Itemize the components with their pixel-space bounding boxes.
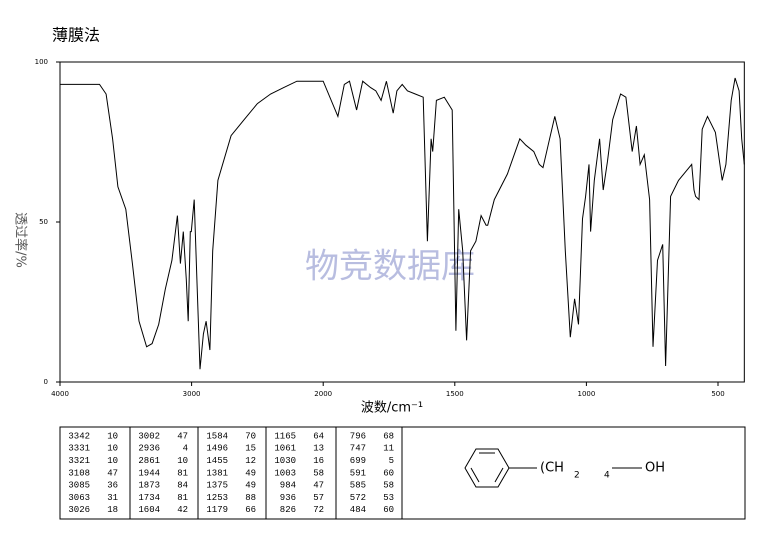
y-tick-label: 50 — [39, 218, 48, 226]
watermark: 物竞数据库 — [305, 247, 475, 287]
peak-transmittance: 49 — [245, 468, 256, 478]
peak-transmittance: 42 — [177, 505, 188, 515]
peak-transmittance: 72 — [313, 505, 324, 515]
peak-wavenumber: 1381 — [206, 468, 228, 478]
peak-wavenumber: 1165 — [274, 431, 296, 441]
peak-wavenumber: 796 — [350, 431, 366, 441]
peak-transmittance: 60 — [383, 468, 394, 478]
peak-wavenumber: 1584 — [206, 431, 228, 441]
peak-transmittance: 66 — [245, 505, 256, 515]
peak-transmittance: 31 — [107, 493, 118, 503]
peak-transmittance: 16 — [313, 456, 324, 466]
peak-transmittance: 18 — [107, 505, 118, 515]
peak-transmittance: 60 — [383, 505, 394, 515]
peak-transmittance: 64 — [313, 431, 324, 441]
peak-transmittance: 58 — [383, 481, 394, 491]
peak-transmittance: 13 — [313, 444, 324, 454]
x-tick-label: 3000 — [183, 390, 201, 398]
peak-wavenumber: 1734 — [138, 493, 160, 503]
peak-wavenumber: 1455 — [206, 456, 228, 466]
peak-transmittance: 10 — [107, 444, 118, 454]
peak-transmittance: 10 — [107, 456, 118, 466]
peak-transmittance: 81 — [177, 468, 188, 478]
x-tick-label: 2000 — [314, 390, 332, 398]
peak-wavenumber: 699 — [350, 456, 366, 466]
peak-wavenumber: 1604 — [138, 505, 160, 515]
peak-wavenumber: 747 — [350, 444, 366, 454]
peak-wavenumber: 1873 — [138, 481, 160, 491]
peak-transmittance: 5 — [389, 456, 394, 466]
y-axis-label: 透过率/% — [13, 212, 29, 268]
peak-wavenumber: 3002 — [138, 431, 160, 441]
benzene-ring — [464, 448, 642, 488]
peak-wavenumber: 2861 — [138, 456, 160, 466]
peak-transmittance: 68 — [383, 431, 394, 441]
peak-wavenumber: 1061 — [274, 444, 296, 454]
peak-transmittance: 10 — [107, 431, 118, 441]
peak-transmittance: 47 — [313, 481, 324, 491]
peak-wavenumber: 3331 — [68, 444, 90, 454]
peak-wavenumber: 1944 — [138, 468, 160, 478]
peak-wavenumber: 936 — [280, 493, 296, 503]
peak-wavenumber: 2936 — [138, 444, 160, 454]
peak-wavenumber: 1003 — [274, 468, 296, 478]
x-axis-label: 波数/cm⁻¹ — [361, 401, 423, 416]
peak-wavenumber: 3342 — [68, 431, 90, 441]
peak-transmittance: 53 — [383, 493, 394, 503]
peak-transmittance: 84 — [177, 481, 188, 491]
peak-wavenumber: 1496 — [206, 444, 228, 454]
peak-transmittance: 36 — [107, 481, 118, 491]
peak-transmittance: 4 — [183, 444, 188, 454]
peak-transmittance: 58 — [313, 468, 324, 478]
x-tick-label: 4000 — [51, 390, 69, 398]
formula-tail: OH — [645, 461, 665, 476]
peak-transmittance: 10 — [177, 456, 188, 466]
peak-wavenumber: 3108 — [68, 468, 90, 478]
spectrum-line — [60, 77, 745, 370]
peak-wavenumber: 572 — [350, 493, 366, 503]
peak-transmittance: 15 — [245, 444, 256, 454]
peak-transmittance: 12 — [245, 456, 256, 466]
x-tick-label: 1500 — [446, 390, 464, 398]
x-tick-label: 1000 — [577, 390, 595, 398]
x-tick-label: 500 — [711, 390, 724, 398]
peak-wavenumber: 1030 — [274, 456, 296, 466]
chart-title: 薄膜法 — [52, 26, 100, 45]
peak-wavenumber: 826 — [280, 505, 296, 515]
peak-transmittance: 70 — [245, 431, 256, 441]
peak-wavenumber: 1375 — [206, 481, 228, 491]
peak-wavenumber: 1179 — [206, 505, 228, 515]
peak-wavenumber: 984 — [280, 481, 296, 491]
peak-wavenumber: 3026 — [68, 505, 90, 515]
peak-transmittance: 11 — [383, 444, 394, 454]
peak-wavenumber: 1253 — [206, 493, 228, 503]
formula-subscript: 2 — [574, 471, 580, 481]
peak-transmittance: 47 — [177, 431, 188, 441]
peak-wavenumber: 3321 — [68, 456, 90, 466]
peak-transmittance: 81 — [177, 493, 188, 503]
formula-group: (CH — [540, 461, 564, 476]
peak-wavenumber: 585 — [350, 481, 366, 491]
peak-wavenumber: 3063 — [68, 493, 90, 503]
peak-transmittance: 88 — [245, 493, 256, 503]
y-tick-label: 0 — [44, 378, 48, 386]
y-tick-label: 100 — [35, 58, 48, 66]
peak-wavenumber: 484 — [350, 505, 366, 515]
peak-transmittance: 49 — [245, 481, 256, 491]
peak-transmittance: 47 — [107, 468, 118, 478]
plot-frame — [59, 61, 745, 383]
peak-transmittance: 57 — [313, 493, 324, 503]
peak-wavenumber: 3085 — [68, 481, 90, 491]
peak-wavenumber: 591 — [350, 468, 366, 478]
formula-subscript: 4 — [604, 471, 610, 481]
